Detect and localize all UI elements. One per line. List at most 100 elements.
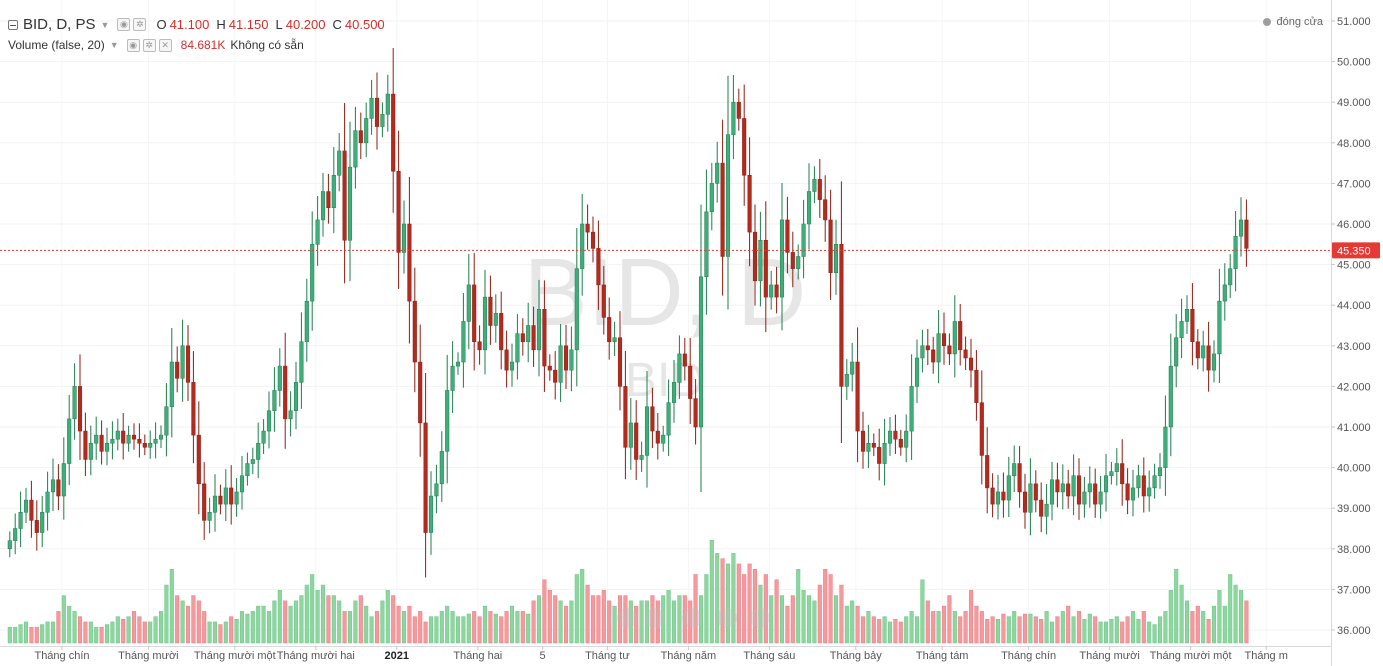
volume-bar [385, 590, 390, 644]
price-tick-label: 43.000 [1337, 341, 1371, 353]
candle-body [504, 349, 509, 371]
candle-body [850, 361, 855, 375]
candle-body [547, 365, 552, 371]
volume-bar [844, 605, 849, 644]
volume-title[interactable]: Volume (false, 20) [8, 38, 105, 52]
volume-bar [137, 616, 142, 644]
volume-bar [812, 600, 817, 644]
volume-bar [234, 619, 239, 644]
current-price-badge [1332, 242, 1380, 259]
settings-gear-icon[interactable]: ✲ [133, 18, 147, 31]
volume-bar [779, 595, 785, 644]
forward-button[interactable] [750, 608, 770, 628]
volume-bar [196, 600, 201, 644]
candle-body [1147, 487, 1152, 497]
symbol-title[interactable]: BID, D, PS [23, 16, 96, 33]
reset-button[interactable] [682, 608, 702, 628]
time-tick-label: Tháng tám [916, 650, 969, 662]
volume-bar [250, 611, 255, 644]
candle-body [223, 487, 228, 505]
chevron-down-icon[interactable]: ▼ [109, 40, 119, 50]
visibility-icon[interactable]: ◉ [117, 18, 131, 31]
volume-bar [337, 600, 342, 644]
candle-body [1201, 345, 1206, 359]
candle-body [882, 442, 887, 464]
candle-body [466, 284, 471, 322]
volume-bar [455, 616, 461, 644]
candle-body [142, 442, 147, 448]
rewind-button[interactable] [617, 608, 637, 628]
volume-bar [704, 574, 709, 644]
price-tick-label: 42.000 [1337, 381, 1371, 393]
volume-bar [860, 616, 866, 644]
candle-body [590, 231, 596, 249]
volume-bar [299, 595, 304, 644]
volume-na-text: Không có sẵn [230, 38, 304, 52]
candle-body [369, 97, 374, 119]
candle-body [1055, 479, 1060, 493]
candle-body [796, 256, 801, 269]
candle-body [688, 365, 693, 399]
candle-body [769, 284, 774, 298]
volume-bar [1184, 600, 1190, 644]
volume-bar [725, 563, 731, 644]
volume-bar [439, 611, 444, 644]
candle-body [639, 455, 644, 460]
price-tick-label: 45.000 [1337, 260, 1371, 272]
volume-bar [763, 574, 768, 644]
settings-gear-icon[interactable]: ✲ [142, 38, 156, 52]
volume-bar [898, 621, 903, 644]
volume-bar [666, 590, 671, 644]
candle-body [283, 365, 288, 420]
candle-body [790, 252, 795, 269]
candle-body [758, 239, 763, 282]
volume-bar [29, 626, 34, 644]
candle-body [904, 430, 909, 448]
volume-bar [175, 595, 180, 644]
candle-body [7, 540, 12, 550]
volume-bar [77, 616, 83, 644]
volume-bar [752, 568, 758, 644]
chevron-down-icon[interactable]: ▼ [100, 19, 110, 30]
zoom-in-button[interactable] [717, 608, 737, 628]
volume-bar [1071, 616, 1076, 644]
candle-body [1076, 475, 1082, 505]
candle-body [239, 475, 245, 493]
time-tick-label: Tháng sáu [743, 650, 795, 662]
price-tick-label: 47.000 [1337, 178, 1371, 190]
volume-bar [450, 611, 455, 644]
zoom-out-button[interactable] [645, 608, 665, 628]
visibility-icon[interactable]: ◉ [126, 38, 140, 52]
candle-body [574, 268, 579, 351]
volume-bar [142, 621, 147, 644]
volume-bar [823, 568, 828, 644]
candle-body [407, 223, 412, 302]
candle-body [34, 520, 39, 533]
candle-body [131, 434, 137, 440]
volume-bar [817, 584, 822, 644]
collapse-legend-icon[interactable] [8, 19, 18, 30]
candle-body [169, 361, 174, 407]
candle-body [520, 333, 525, 342]
time-tick-label: Tháng mười một [194, 650, 276, 662]
candle-body [493, 313, 498, 326]
volume-bar [472, 611, 477, 644]
volume-bar [72, 611, 77, 644]
candle-body [607, 317, 612, 342]
volume-bar [164, 584, 169, 644]
candle-body [1163, 426, 1168, 468]
remove-icon[interactable]: ✕ [158, 38, 172, 52]
volume-bar [590, 595, 596, 644]
volume-bar [623, 595, 628, 644]
candle-body [396, 170, 401, 253]
time-tick-label: Tháng tư [585, 650, 630, 662]
volume-bar [1233, 584, 1238, 644]
volume-bar [1136, 619, 1141, 644]
candle-body [779, 219, 785, 298]
price-axis[interactable]: 51.000 50.000 49.000 48.000 47.000 46.000 45.0… [1331, 16, 1371, 637]
volume-bar [18, 624, 23, 644]
candle-body [817, 179, 822, 200]
volume-bar [342, 611, 347, 644]
time-axis[interactable]: Tháng chín Tháng mười Tháng mười một Tháng … [34, 646, 1288, 662]
